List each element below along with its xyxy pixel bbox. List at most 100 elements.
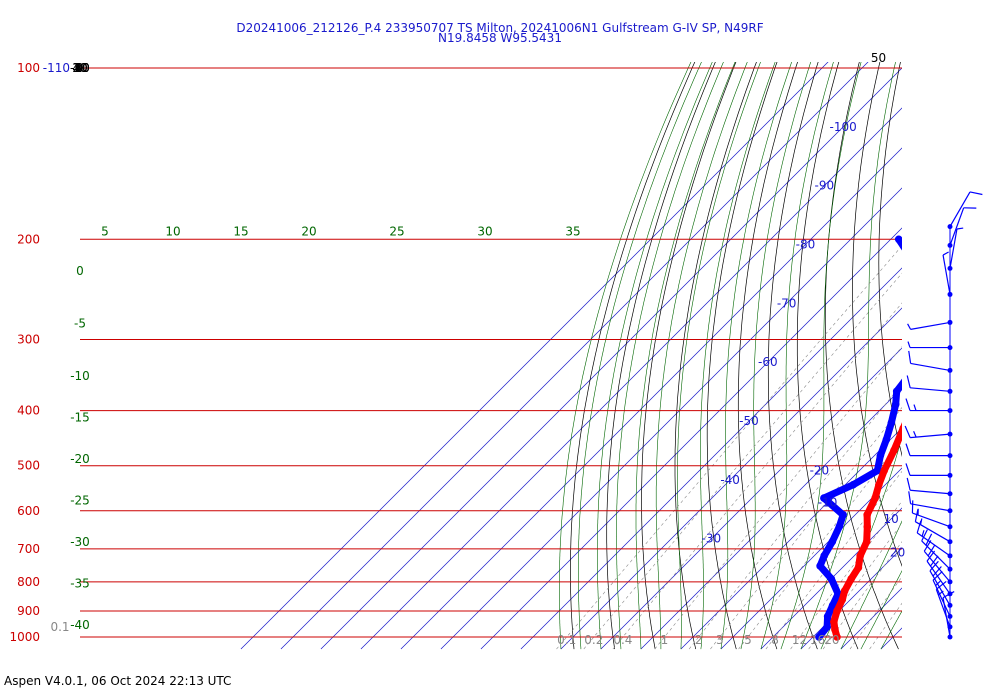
wind-barb — [907, 319, 953, 330]
theta-top-label: 50 — [871, 51, 886, 65]
isotherm-line — [280, 62, 869, 650]
temperature-profile-point — [854, 563, 863, 572]
dry-adiabat-line — [878, 62, 902, 458]
wind-barb-staff — [916, 532, 951, 557]
dewpoint-profile-point — [816, 562, 824, 570]
wind-barb — [947, 207, 977, 248]
isotherm-line — [720, 467, 902, 650]
moist-adiabat-line — [800, 62, 896, 650]
wind-barb-half — [919, 518, 923, 525]
theta-e-label: 35 — [565, 224, 580, 238]
background-grid — [80, 42, 1000, 650]
wind-barb-staff — [912, 512, 951, 528]
mixing-ratio-label: 0.1 — [50, 620, 69, 634]
theta-e-label: 25 — [389, 224, 404, 238]
wind-barb-half — [956, 227, 964, 230]
dewpoint-profile-point — [815, 633, 823, 641]
dry-adiabat-line — [824, 62, 899, 650]
temperature-profile-point — [899, 424, 902, 433]
wind-barb-flag — [929, 560, 939, 572]
wind-barb-staff — [949, 191, 971, 227]
dewpoint-profile-point — [887, 418, 896, 427]
isotherm-line — [240, 62, 829, 650]
dewpoint-profile-point — [903, 248, 911, 256]
isotherm-label: -50 — [739, 414, 759, 428]
wind-barb-flag — [905, 463, 911, 476]
mixing-ratio-line — [808, 522, 902, 650]
isotherm-line — [440, 187, 902, 650]
dry-adiabat-line — [706, 62, 778, 650]
dewpoint-profile-point — [873, 466, 882, 475]
moist-adiabat-line — [597, 62, 713, 650]
isotherm-line — [921, 42, 1000, 649]
dewpoint-profile-point — [891, 400, 900, 409]
mixing-ratio-label: 5 — [744, 633, 752, 647]
wind-barb-half — [907, 341, 911, 348]
mixing-ratio-label: 0.2 — [584, 633, 603, 647]
mixing-ratio-label: 8 — [771, 633, 779, 647]
wind-barb-staff — [921, 540, 951, 570]
temperature-profile-point — [871, 494, 879, 502]
pressure-label: 500 — [17, 459, 40, 473]
mixing-ratio-line — [710, 407, 902, 650]
dewpoint-profile-point — [906, 300, 914, 308]
mixing-ratio-label: 3 — [716, 633, 724, 647]
theta-e-label: 30 — [477, 224, 492, 238]
mixing-ratio-label: 1 — [661, 633, 669, 647]
temperature-profile-point — [929, 327, 937, 335]
pressure-label: 600 — [17, 504, 40, 518]
temperature-profile-point — [840, 587, 849, 595]
wind-barb-staff — [949, 228, 958, 269]
pressure-label: 800 — [17, 575, 40, 589]
dewpoint-profile-point — [828, 601, 837, 610]
wind-barb-flag — [935, 580, 947, 590]
wind-barb — [921, 529, 953, 572]
isotherm-label: -90 — [815, 179, 835, 193]
wind-barb — [947, 227, 964, 271]
temperature-profile-point — [934, 300, 942, 308]
dry-adiabat-label: 10 — [72, 61, 87, 75]
moist-adiabat-line — [760, 62, 834, 650]
wind-barb-staff — [949, 207, 965, 246]
isotherm-line — [400, 147, 902, 650]
isotherm-label: -60 — [758, 355, 778, 369]
chart-subtitle: N19.8458 W95.5431 — [438, 31, 562, 45]
temperature-profile-point — [920, 374, 928, 382]
wind-barb-staff — [910, 433, 951, 439]
moist-adiabat-line — [700, 62, 776, 650]
temperature-profile-point — [862, 537, 871, 546]
moist-adiabat-label: 0 — [76, 264, 84, 278]
wind-barb — [905, 398, 953, 414]
moist-adiabat-line — [635, 62, 736, 650]
moist-adiabat-line — [677, 62, 761, 650]
pressure-label: 200 — [17, 232, 40, 246]
temperature-profile-point — [833, 607, 841, 615]
wind-barb — [906, 375, 953, 394]
wind-barb-staff — [923, 550, 951, 583]
wind-barb-flag — [969, 191, 983, 196]
mixing-ratio-label: 0.4 — [613, 633, 632, 647]
moist-adiabat-label: -30 — [70, 535, 90, 549]
temperature-profile-point — [831, 625, 839, 634]
dry-adiabat-line — [929, 42, 1000, 649]
moist-adiabat-line — [740, 62, 812, 650]
dry-adiabat-label: 30 — [72, 61, 87, 75]
isotherm-label: -100 — [830, 120, 857, 134]
wind-barb-flag — [906, 375, 911, 388]
isotherm-line — [480, 227, 902, 650]
dry-adiabat-label: 40 — [72, 61, 87, 75]
dewpoint-profile-point — [892, 387, 901, 396]
temperature-profile — [830, 422, 902, 641]
wind-barb — [914, 509, 953, 545]
wind-barb-staff — [910, 321, 951, 330]
temperature-profile-point — [863, 522, 872, 531]
wind-barb — [905, 443, 953, 459]
moist-adiabat-line — [840, 520, 902, 650]
pressure-label: 400 — [17, 404, 40, 418]
isotherm-label: 20 — [890, 545, 905, 559]
moist-adiabat-line — [720, 62, 792, 650]
temperature-profile-point — [847, 574, 856, 583]
dry-adiabat-line — [606, 62, 716, 650]
